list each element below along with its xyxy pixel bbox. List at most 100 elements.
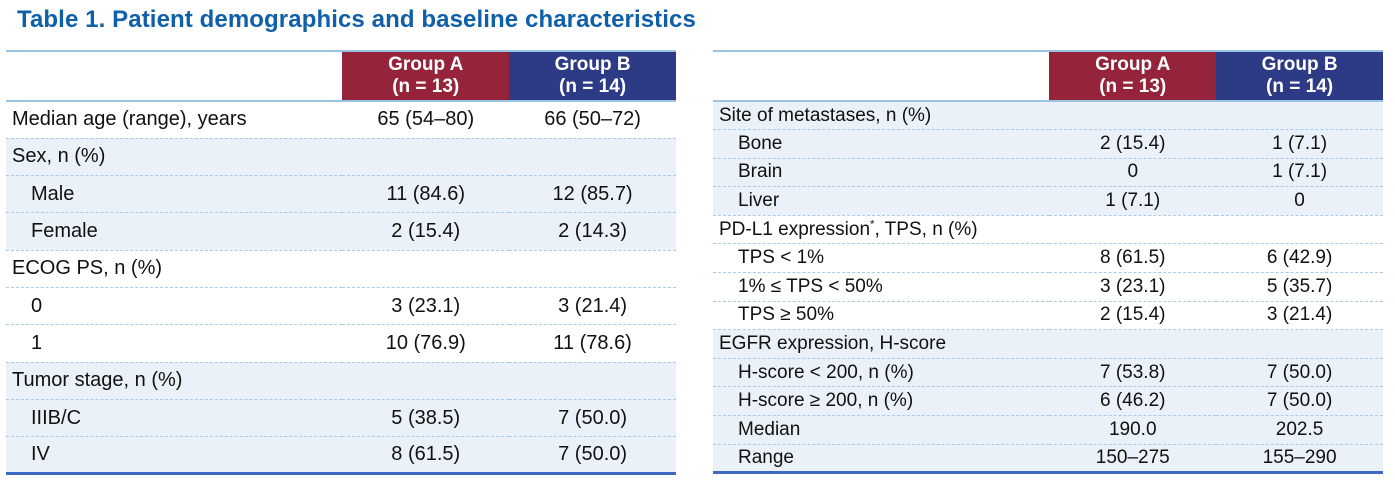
value-group-a: 65 (54–80) [377,108,475,131]
table-row: H-score ≥ 200, n (%) 6 (46.2) 7 (50.0) [713,386,1383,416]
table-row: Female 2 (15.4) 2 (14.3) [6,212,676,251]
value-group-b: 7 (50.0) [558,443,628,466]
value-group-b: 1 (7.1) [1272,132,1328,154]
row-label: Median [738,418,801,440]
row-label: TPS < 1% [738,247,825,269]
row-label: Bone [738,132,783,154]
table-row: 1% ≤ TPS < 50% 3 (23.1) 5 (35.7) [713,272,1383,302]
row-label: EGFR expression, H-score [719,333,947,355]
value-group-a [342,250,509,287]
value-group-a [342,138,509,175]
value-group-a: 11 (84.6) [386,182,466,205]
empty-header-cell [713,51,1050,101]
value-group-a: 150–275 [1095,446,1170,468]
value-group-a: 8 (61.5) [1100,247,1166,269]
value-group-a [1049,101,1216,130]
row-label: Liver [738,190,780,212]
footnote-asterisk: * [870,218,875,231]
value-group-b: 155–290 [1262,446,1337,468]
table-row: Median age (range), years 65 (54–80) 66 (5… [6,101,676,138]
row-label: 0 [31,294,43,317]
demographics-table-right: Group A (n = 13) Group B (n = 14) Site of me… [713,50,1383,475]
row-label: IIIB/C [31,406,82,429]
table-row: TPS ≥ 50% 2 (15.4) 3 (21.4) [713,301,1383,330]
table-row: Range 150–275 155–290 [713,444,1383,473]
table-title: Table 1. Patient demographics and baseli… [17,6,696,33]
row-label: H-score < 200, n (%) [738,361,914,383]
table-row: Bone 2 (15.4) 1 (7.1) [713,129,1383,159]
value-group-a: 8 (61.5) [391,443,461,466]
value-group-b [1216,215,1383,244]
header-row: Group A (n = 13) Group B (n = 14) [6,51,676,101]
value-group-b: 6 (42.9) [1266,247,1333,269]
row-label: Male [31,182,75,205]
value-group-a [342,362,509,399]
value-group-b: 66 (50–72) [544,108,641,131]
column-header-group-b: Group B (n = 14) [509,51,676,101]
table-row: Tumor stage, n (%) [6,362,676,400]
table-row: ECOG PS, n (%) [6,250,676,287]
column-header-group-b: Group B (n = 14) [1216,51,1383,101]
value-group-b: 7 (50.0) [1266,390,1333,412]
row-label: TPS ≥ 50% [738,304,834,326]
row-label: Sex, n (%) [12,145,106,168]
row-label: Brain [738,161,783,183]
column-header-group-a: Group A (n = 13) [1049,51,1217,101]
row-label: IV [31,443,50,466]
value-group-b: 7 (50.0) [558,406,628,429]
value-group-a: 3 (23.1) [1100,275,1166,297]
value-group-b: 3 (21.4) [558,294,628,317]
row-label: 1% ≤ TPS < 50% [738,275,883,297]
table-row: Liver 1 (7.1) 0 [713,186,1383,216]
row-label: PD-L1 expression*, TPS, n (%) [719,218,978,240]
value-group-b: 2 (14.3) [558,220,628,243]
row-label: 1 [31,331,43,354]
row-label: ECOG PS, n (%) [12,257,163,280]
row-label: H-score ≥ 200, n (%) [738,390,914,412]
table-row: Site of metastases, n (%) [713,101,1383,130]
value-group-b: 11 (78.6) [553,331,632,354]
value-group-a: 190.0 [1108,418,1157,440]
row-label: Female [31,220,98,243]
value-group-a: 1 (7.1) [1105,190,1161,212]
table-row: PD-L1 expression*, TPS, n (%) [713,215,1383,244]
value-group-b: 12 (85.7) [552,182,633,205]
table-row: 1 10 (76.9) 11 (78.6) [6,324,676,362]
table-row: H-score < 200, n (%) 7 (53.8) 7 (50.0) [713,358,1383,387]
empty-header-cell [6,51,343,101]
table-row: IV 8 (61.5) 7 (50.0) [6,436,676,474]
table-row: EGFR expression, H-score [713,329,1383,359]
value-group-a: 6 (46.2) [1100,390,1166,412]
value-group-b: 202.5 [1275,418,1324,440]
value-group-a: 7 (53.8) [1100,361,1166,383]
value-group-b [509,250,676,287]
header-row: Group A (n = 13) Group B (n = 14) [713,51,1383,101]
table-row: Brain 0 1 (7.1) [713,158,1383,187]
table-row: Sex, n (%) [6,138,676,176]
table-row: IIIB/C 5 (38.5) 7 (50.0) [6,399,676,437]
value-group-a: 0 [1127,161,1139,183]
demographics-table-left: Group A (n = 13) Group B (n = 14) Median age… [6,50,676,476]
value-group-a: 2 (15.4) [1100,132,1166,154]
value-group-a: 10 (76.9) [385,331,466,354]
value-group-b [509,362,676,399]
value-group-a: 2 (15.4) [391,220,461,243]
row-label: Tumor stage, n (%) [12,369,183,392]
value-group-a [1049,215,1216,244]
row-label: Site of metastases, n (%) [719,104,932,126]
value-group-b [509,138,676,175]
value-group-a: 3 (23.1) [391,294,461,317]
value-group-b [1216,101,1383,130]
column-header-group-a: Group A (n = 13) [342,51,510,101]
value-group-a: 5 (38.5) [391,406,461,429]
value-group-b [1216,330,1383,359]
value-group-b: 5 (35.7) [1266,275,1333,297]
table-row: Median 190.0 202.5 [713,415,1383,445]
row-label: Range [738,446,794,468]
value-group-a [1049,330,1216,359]
value-group-b: 3 (21.4) [1266,304,1333,326]
value-group-b: 7 (50.0) [1266,361,1333,383]
table-row: TPS < 1% 8 (61.5) 6 (42.9) [713,243,1383,273]
value-group-a: 2 (15.4) [1100,304,1166,326]
